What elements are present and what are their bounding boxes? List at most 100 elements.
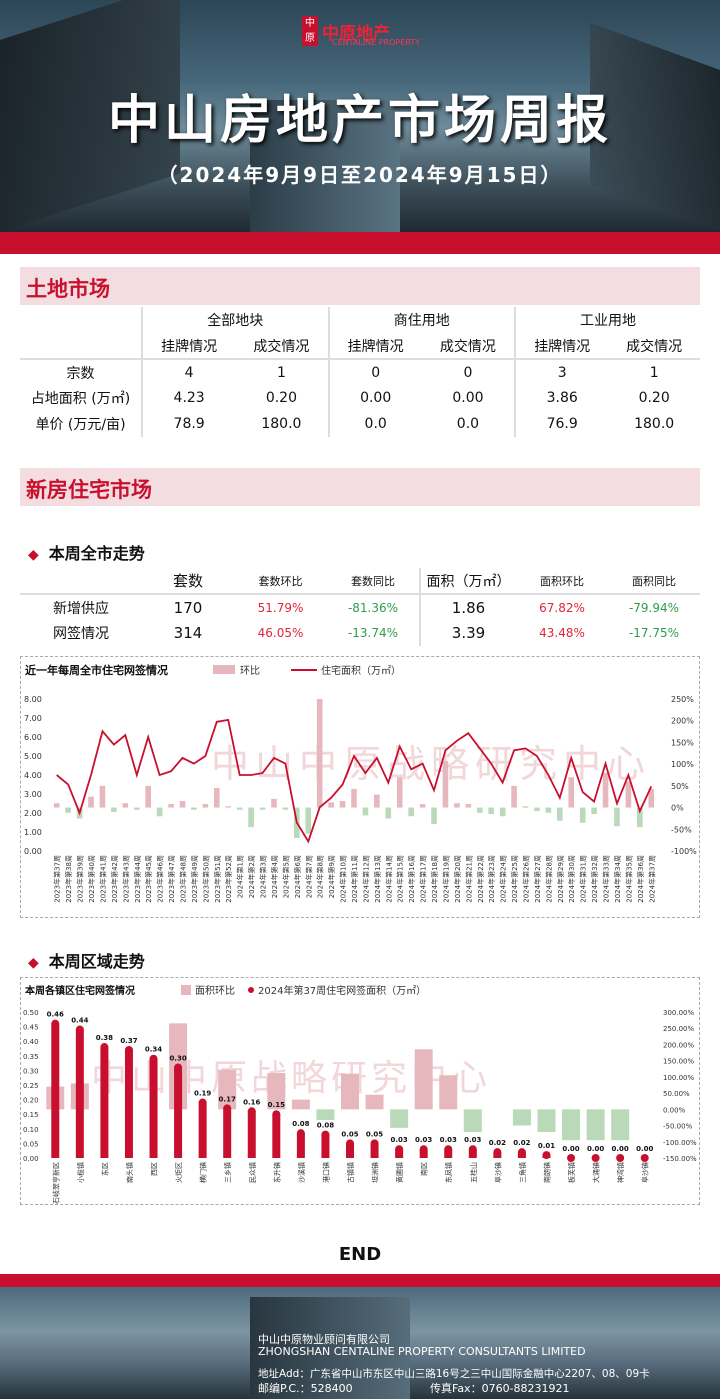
area-dot bbox=[370, 1139, 379, 1148]
ratio-bar bbox=[488, 807, 495, 815]
data-label: 0.00 bbox=[612, 1145, 629, 1153]
y2-tick-label: 250% bbox=[671, 695, 694, 704]
nh-header: 面积环比 bbox=[540, 574, 584, 588]
area-bar bbox=[468, 1149, 477, 1158]
data-label: 0.03 bbox=[464, 1136, 481, 1144]
x-tick-label: 东凤镇 bbox=[444, 1162, 453, 1183]
watermark: 中山中原战略研究中心 bbox=[211, 742, 651, 786]
area-bar bbox=[75, 1029, 84, 1158]
ratio-bar bbox=[408, 807, 414, 817]
x-tick-label: 坦洲镇 bbox=[371, 1162, 380, 1183]
table-row: 新增供应 170 51.79% -81.36% 1.86 67.82% -79.… bbox=[20, 594, 700, 620]
ratio-bar bbox=[602, 772, 609, 808]
x-tick-label: 东区 bbox=[100, 1162, 109, 1176]
ratio-bar bbox=[419, 804, 426, 808]
x-tick-label: 2024年第30周 bbox=[567, 855, 576, 903]
legend-label: 2024年第37周住宅网签面积（万㎡） bbox=[258, 984, 426, 997]
subsection-label: 本周区域走势 bbox=[48, 952, 145, 971]
land-group: 商住用地 bbox=[327, 307, 516, 333]
x-tick-label: 2023年第52周 bbox=[224, 855, 233, 903]
cell: 76.9 bbox=[514, 411, 609, 437]
x-tick-label: 2023年第51周 bbox=[213, 855, 222, 903]
x-tick-label: 2024年第28周 bbox=[544, 855, 553, 903]
subsection-title: ◆ 本周区域走势 bbox=[28, 948, 145, 972]
y-tick-label: 0.35 bbox=[23, 1053, 39, 1061]
ratio-bar bbox=[562, 1109, 581, 1141]
cell: 78.9 bbox=[140, 411, 236, 437]
x-tick-label: 2023年第39周 bbox=[76, 855, 85, 903]
area-bar bbox=[346, 1143, 354, 1158]
area-bar bbox=[296, 1133, 305, 1158]
ratio-bar bbox=[591, 807, 597, 815]
y2-tick-label: -100.00% bbox=[663, 1139, 697, 1147]
x-tick-label: 2024年第23周 bbox=[487, 855, 496, 903]
newhome-table: 套数 套数环比 套数同比 面积（万㎡） 面积环比 面积同比 新增供应 170 5… bbox=[20, 568, 700, 646]
cell: 51.79% bbox=[257, 600, 304, 615]
data-label: 0.15 bbox=[268, 1101, 285, 1109]
data-label: 0.46 bbox=[47, 1011, 64, 1019]
x-tick-label: 2023年第50周 bbox=[201, 855, 210, 903]
ratio-bar bbox=[614, 807, 620, 827]
y-tick-label: 7.00 bbox=[24, 714, 42, 723]
cell: 0 bbox=[327, 359, 422, 385]
company-logo: 中原 中原地产 CENTALINE PROPERTY bbox=[302, 16, 420, 47]
x-tick-label: 2023年第43周 bbox=[121, 855, 130, 903]
data-label: 0.30 bbox=[169, 1054, 186, 1062]
row-label: 网签情况 bbox=[53, 626, 109, 642]
area-bar bbox=[198, 1102, 207, 1158]
ratio-bar bbox=[537, 1109, 556, 1133]
x-tick-label: 2024年第7周 bbox=[304, 855, 313, 898]
red-divider bbox=[0, 1274, 720, 1287]
area-dot bbox=[272, 1110, 281, 1119]
nh-header: 面积（万㎡） bbox=[419, 568, 516, 594]
x-tick-label: 2024年第31周 bbox=[579, 855, 588, 903]
ratio-bar bbox=[213, 788, 220, 808]
ratio-bar bbox=[339, 801, 346, 808]
ratio-bar bbox=[225, 806, 232, 808]
x-tick-label: 港口镇 bbox=[321, 1162, 330, 1183]
cell: 43.48% bbox=[539, 626, 585, 640]
cell: 314 bbox=[173, 624, 203, 642]
x-tick-label: 2023年第38周 bbox=[64, 855, 73, 903]
area-bar bbox=[51, 1023, 60, 1158]
data-label: 0.03 bbox=[415, 1136, 432, 1144]
y-tick-label: 0.05 bbox=[23, 1140, 39, 1148]
header-banner: 中原 中原地产 CENTALINE PROPERTY 中山房地产市场周报 （20… bbox=[0, 0, 720, 232]
x-tick-label: 2024年第26周 bbox=[522, 855, 531, 903]
x-tick-label: 2023年第42周 bbox=[110, 855, 119, 903]
ratio-bar bbox=[374, 794, 380, 808]
x-tick-label: 2024年第1周 bbox=[236, 855, 245, 898]
area-bar bbox=[419, 1149, 428, 1158]
x-tick-label: 2024年第10周 bbox=[339, 855, 348, 903]
land-section-title: 土地市场 bbox=[20, 267, 700, 305]
row-label: 单价 (万元/亩) bbox=[35, 417, 126, 433]
land-subheader: 挂牌情况 bbox=[514, 333, 609, 359]
cell: 180.0 bbox=[261, 416, 302, 432]
ratio-bar bbox=[512, 1109, 531, 1126]
newhome-section-title: 新房住宅市场 bbox=[20, 468, 700, 506]
x-tick-label: 三乡镇 bbox=[223, 1162, 232, 1183]
ratio-bar bbox=[579, 807, 586, 823]
logo-name: 中原地产 bbox=[322, 23, 390, 44]
ratio-bar bbox=[341, 1073, 359, 1110]
area-dot bbox=[149, 1054, 158, 1063]
area-dot bbox=[296, 1129, 305, 1138]
x-tick-label: 2024年第25周 bbox=[510, 855, 519, 903]
area-bar bbox=[223, 1108, 232, 1158]
x-tick-label: 2024年第17周 bbox=[419, 855, 428, 903]
ratio-bar bbox=[316, 1109, 335, 1121]
ratio-bar bbox=[99, 785, 106, 808]
ratio-bar bbox=[625, 781, 632, 808]
y2-tick-label: 150.00% bbox=[663, 1058, 694, 1066]
ratio-bar bbox=[465, 804, 472, 808]
ratio-bar bbox=[316, 699, 323, 808]
data-label: 0.17 bbox=[219, 1095, 236, 1103]
data-label: 0.16 bbox=[243, 1098, 260, 1106]
area-bar bbox=[149, 1058, 158, 1158]
legend-swatch-bar bbox=[181, 985, 191, 995]
data-label: 0.03 bbox=[390, 1136, 407, 1144]
land-subheader: 成交情况 bbox=[626, 338, 683, 355]
area-bar bbox=[174, 1067, 183, 1158]
data-label: 0.05 bbox=[341, 1130, 358, 1138]
area-dot bbox=[395, 1145, 404, 1154]
